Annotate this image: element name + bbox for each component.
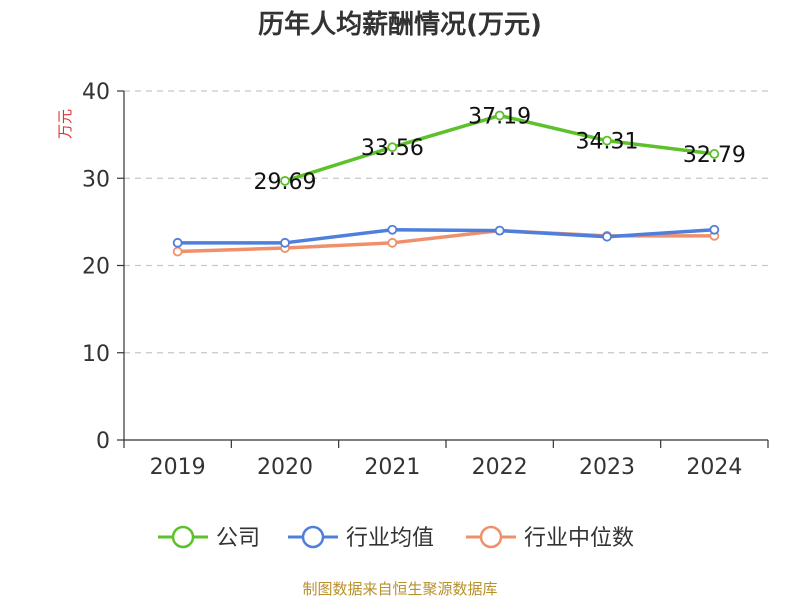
legend-label: 公司	[216, 526, 260, 551]
data-label: 32.79	[683, 143, 746, 168]
data-point[interactable]	[387, 224, 398, 235]
legend-marker	[171, 525, 195, 549]
axes: 0 10 20 30 40 2019 2020 2021 2022 2023 2024	[82, 80, 769, 480]
chart-title: 历年人均薪酬情况(万元)	[258, 9, 542, 40]
y-tick-label: 20	[82, 255, 110, 280]
x-tick-label: 2019	[150, 455, 206, 480]
y-tick-label: 0	[96, 429, 110, 454]
x-tick-label: 2022	[472, 455, 528, 480]
data-point[interactable]	[709, 224, 720, 235]
source-footer: 制图数据来自恒生聚源数据库	[302, 580, 497, 598]
legend-marker	[479, 525, 503, 549]
series-lines	[172, 110, 720, 257]
data-point[interactable]	[602, 135, 612, 146]
data-point[interactable]	[709, 149, 720, 159]
series-1	[172, 224, 720, 248]
x-tick-label: 2020	[257, 455, 313, 480]
y-tick-label: 30	[82, 167, 110, 192]
data-labels: 29.69 33.56 37.19 34.31 32.79	[254, 105, 746, 195]
data-label: 37.19	[468, 105, 531, 130]
legend-item-0[interactable]: 公司	[158, 525, 260, 551]
y-tick-label: 10	[82, 342, 110, 367]
grid-lines	[124, 90, 768, 354]
data-point[interactable]	[387, 237, 398, 248]
data-label: 34.31	[576, 130, 639, 155]
y-axis-label: 万元	[56, 109, 74, 139]
legend-marker	[301, 525, 325, 549]
x-tick-label: 2024	[686, 455, 742, 480]
data-point[interactable]	[172, 246, 183, 257]
series-0	[280, 110, 720, 186]
data-label: 33.56	[361, 136, 424, 161]
data-point[interactable]	[172, 237, 183, 248]
data-point[interactable]	[387, 142, 398, 153]
legend-label: 行业中位数	[524, 526, 634, 551]
legend[interactable]: 公司 行业均值 行业中位数	[158, 525, 634, 551]
x-tick-label: 2021	[364, 455, 420, 480]
y-tick-label: 40	[82, 80, 110, 105]
legend-item-1[interactable]: 行业均值	[288, 525, 434, 551]
data-point[interactable]	[494, 110, 505, 121]
legend-label: 行业均值	[346, 526, 434, 551]
data-point[interactable]	[280, 176, 290, 186]
x-tick-label: 2023	[579, 455, 635, 480]
data-label: 29.69	[254, 170, 317, 195]
series-line	[175, 227, 717, 245]
data-point[interactable]	[494, 225, 505, 236]
data-point[interactable]	[602, 231, 612, 242]
legend-item-2[interactable]: 行业中位数	[466, 525, 634, 551]
data-point[interactable]	[280, 237, 290, 248]
